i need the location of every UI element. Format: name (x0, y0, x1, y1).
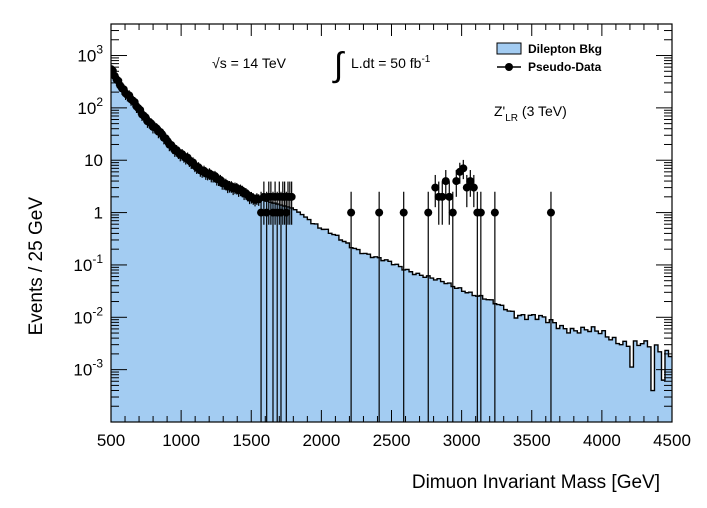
integral-symbol: ∫ (332, 46, 345, 84)
data-point (469, 174, 478, 208)
bkg-fill (111, 71, 672, 422)
data-point (459, 159, 468, 180)
data-point (452, 170, 461, 197)
x-axis-title: Dimuon Invariant Mass [GeV] (412, 472, 660, 493)
data-point (257, 191, 266, 422)
svg-text:L.dt = 50 fb-1: L.dt = 50 fb-1 (351, 54, 431, 71)
lumi-text: L.dt = 50 fb (351, 55, 422, 71)
luminosity-annotation: ∫ L.dt = 50 fb-1 (332, 46, 431, 84)
signal-annotation: Z'LR (3 TeV) (494, 103, 567, 124)
data-marker (438, 192, 447, 201)
x-tick-label: 4500 (653, 431, 691, 450)
y-axis-title: Events / 25 GeV (26, 197, 47, 336)
legend-label-bkg: Dilepton Bkg (528, 42, 602, 56)
x-tick-labels: 500 1000 1500 2000 2500 3000 3500 4000 4500 (97, 431, 691, 450)
y-tick-base: 10 (73, 361, 92, 380)
svg-text:Z'LR (3 TeV): Z'LR (3 TeV) (494, 103, 567, 124)
legend: Dilepton Bkg Pseudo-Data (496, 42, 602, 74)
x-tick-label: 2000 (302, 431, 340, 450)
data-marker (282, 208, 291, 217)
y-tick-exponent: -1 (92, 252, 103, 266)
data-point (441, 170, 450, 197)
data-point (347, 191, 356, 422)
y-tick-base: 10 (73, 308, 92, 327)
data-marker (462, 183, 471, 192)
y-tick-label: 102 (77, 95, 103, 118)
y-tick-label: 1 (94, 204, 103, 223)
y-tick-base: 10 (73, 256, 92, 275)
data-marker (546, 208, 555, 217)
legend-label-data: Pseudo-Data (528, 60, 602, 74)
x-tick-label: 1000 (162, 431, 200, 450)
data-marker (445, 192, 454, 201)
y-tick-exponent: 3 (96, 43, 103, 57)
sqrt-symbol: √ (212, 55, 220, 71)
pseudo-data-points (111, 64, 555, 422)
y-tick-base: 1 (94, 204, 103, 223)
signal-main: Z' (494, 103, 505, 119)
lumi-exponent: -1 (421, 54, 430, 65)
y-tick-base: 10 (77, 99, 96, 118)
data-marker (347, 208, 356, 217)
data-marker (476, 208, 485, 217)
signal-subscript: LR (505, 113, 518, 124)
data-marker (287, 192, 296, 201)
data-marker (257, 208, 266, 217)
signal-rest: (3 TeV) (518, 103, 567, 119)
x-tick-label: 1500 (232, 431, 270, 450)
data-point (375, 191, 384, 422)
data-point (399, 191, 408, 422)
data-marker (424, 208, 433, 217)
y-tick-exponent: 2 (96, 95, 103, 109)
data-point (424, 191, 433, 422)
y-tick-label: 10-1 (73, 252, 103, 275)
y-tick-base: 10 (77, 47, 96, 66)
data-point (438, 181, 447, 225)
data-marker (466, 177, 475, 186)
data-marker (459, 164, 468, 173)
data-point (448, 191, 457, 422)
axis-ticks (110, 23, 673, 423)
data-point (546, 191, 555, 422)
x-tick-label: 500 (97, 431, 125, 450)
energy-text: s = 14 TeV (220, 55, 287, 71)
y-tick-exponent: -2 (92, 304, 103, 318)
x-tick-label: 3000 (443, 431, 481, 450)
y-tick-exponent: -3 (92, 357, 103, 371)
data-point (490, 191, 499, 422)
data-marker (452, 177, 461, 186)
data-point (431, 174, 440, 208)
y-tick-label: 10-2 (73, 304, 103, 327)
data-point (466, 170, 475, 197)
data-marker (399, 208, 408, 217)
data-marker (469, 183, 478, 192)
x-tick-label: 4000 (583, 431, 621, 450)
data-marker (375, 208, 384, 217)
y-tick-label: 103 (77, 43, 103, 66)
data-marker (431, 183, 440, 192)
legend-swatch-marker (505, 63, 513, 71)
x-tick-label: 3500 (513, 431, 551, 450)
legend-swatch-fill (496, 42, 522, 55)
data-marker (448, 208, 457, 217)
data-marker (441, 177, 450, 186)
energy-annotation: √s = 14 TeV (212, 55, 287, 71)
y-tick-base: 10 (84, 151, 103, 170)
data-point (287, 181, 296, 225)
data-point (476, 191, 485, 422)
y-tick-label: 10-3 (73, 357, 103, 380)
x-tick-label: 2500 (373, 431, 411, 450)
svg-text:√s = 14 TeV: √s = 14 TeV (212, 55, 287, 71)
y-tick-label: 10 (84, 151, 103, 170)
data-point (445, 181, 454, 225)
data-marker (490, 208, 499, 217)
